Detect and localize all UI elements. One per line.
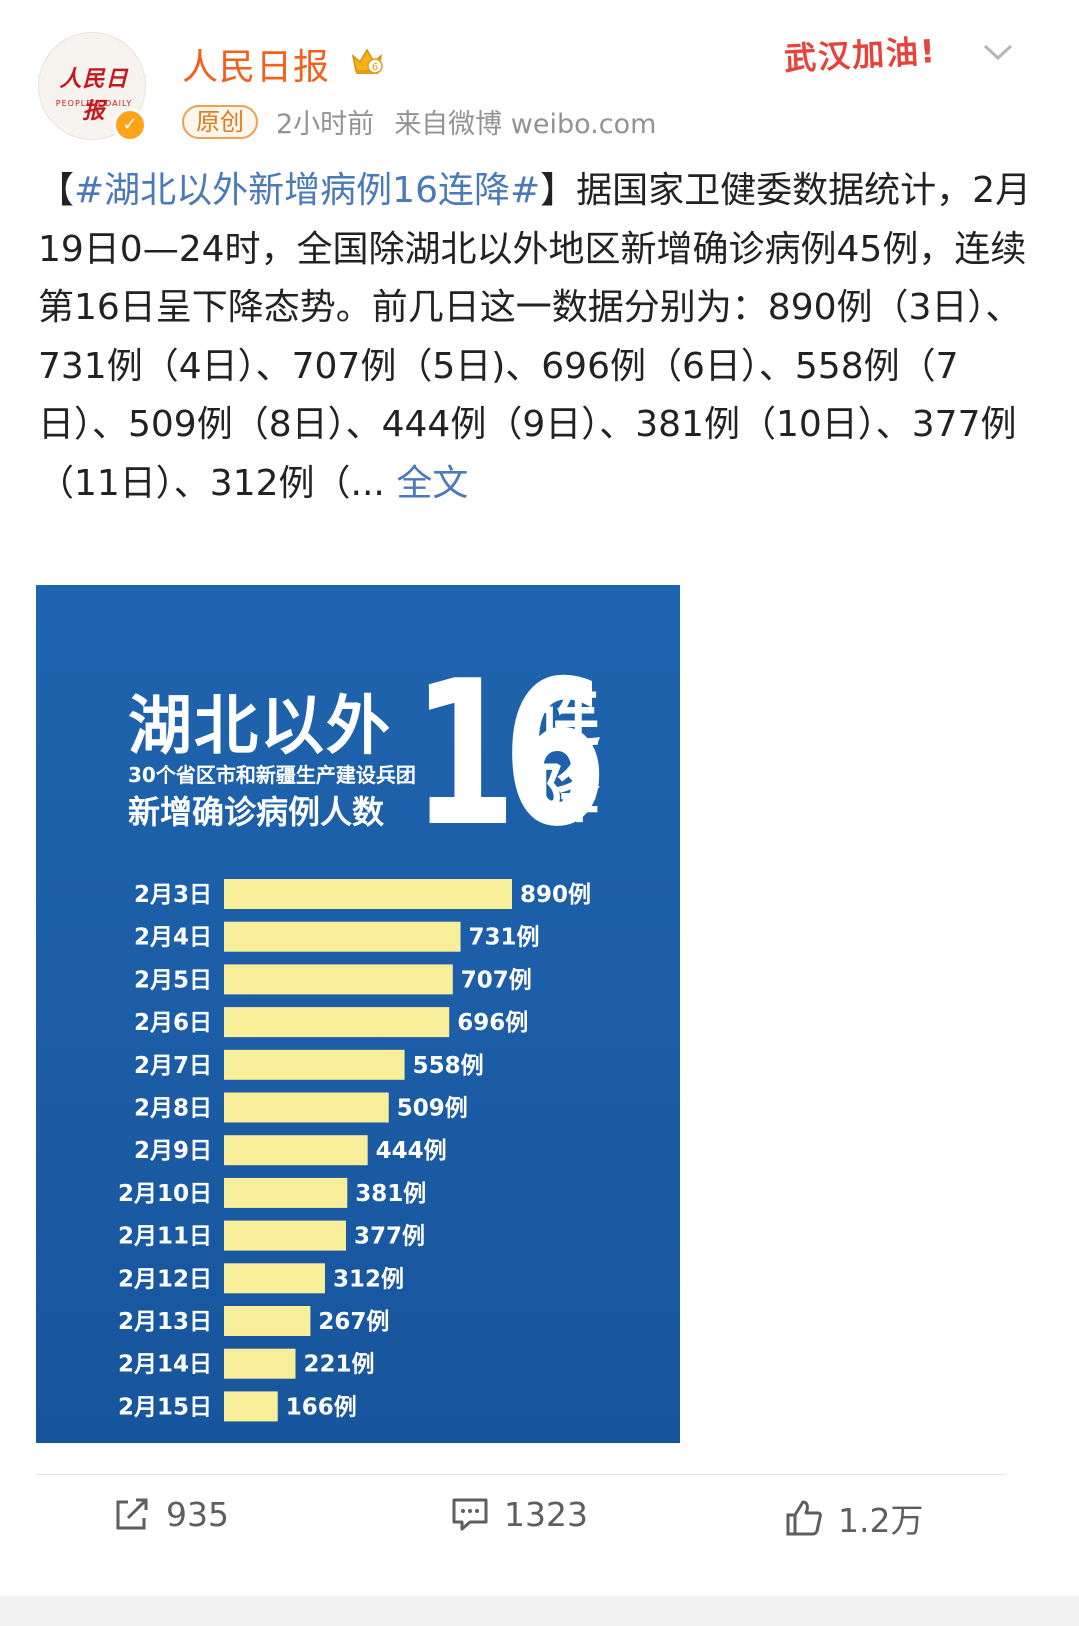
post-header: 人民日报 PEOPLE'S DAILY ✓ 人民日报 6 原创 2小时前 来自微… xyxy=(0,0,1079,150)
like-button[interactable]: 1.2万 xyxy=(784,1494,923,1542)
post-source: 来自微博 weibo.com xyxy=(394,109,657,140)
repost-button[interactable]: 935 xyxy=(112,1494,229,1534)
bar-value-label: 558例 xyxy=(413,1053,484,1079)
bar-category-label: 2月13日 xyxy=(118,1309,212,1335)
bar-category-label: 2月11日 xyxy=(118,1224,212,1250)
bar-value-label: 381例 xyxy=(355,1181,426,1207)
bar-value-label: 444例 xyxy=(376,1138,447,1164)
bar-category-label: 2月7日 xyxy=(134,1053,212,1079)
bar-category-label: 2月12日 xyxy=(118,1266,212,1292)
bar-category-label: 2月5日 xyxy=(134,967,212,993)
comment-icon xyxy=(452,1498,488,1531)
bar xyxy=(224,921,461,952)
thumbs-up-icon xyxy=(786,1500,822,1536)
bar-category-label: 2月3日 xyxy=(134,882,212,908)
poster-big-number: 16 xyxy=(412,638,607,871)
avatar[interactable]: 人民日报 PEOPLE'S DAILY xyxy=(38,32,146,140)
poster-title: 湖北以外 xyxy=(128,690,392,764)
poster-big-label: 连降 xyxy=(536,682,600,832)
post-time: 2小时前 xyxy=(276,109,375,140)
bar xyxy=(224,1220,346,1251)
bar-value-label: 707例 xyxy=(461,967,532,993)
account-name[interactable]: 人民日报 xyxy=(182,47,331,88)
bar-category-label: 2月8日 xyxy=(134,1096,212,1122)
avatar-logo: 人民日报 xyxy=(59,66,129,124)
bar-value-label: 509例 xyxy=(397,1096,468,1122)
comment-count: 1323 xyxy=(504,1494,588,1534)
svg-text:6: 6 xyxy=(372,62,378,73)
bar xyxy=(224,879,512,909)
original-badge: 原创 xyxy=(182,104,258,139)
post-meta: 原创 2小时前 来自微博 weibo.com xyxy=(182,102,656,141)
bar xyxy=(224,1348,296,1379)
bar xyxy=(224,1263,325,1294)
bar xyxy=(224,1135,368,1166)
action-bar: 935 1323 1.2万 xyxy=(0,1480,1079,1560)
comment-button[interactable]: 1323 xyxy=(450,1494,588,1534)
bar xyxy=(224,1306,311,1336)
bar-value-label: 890例 xyxy=(520,882,591,908)
bottom-bar xyxy=(0,1596,1079,1626)
divider xyxy=(36,1474,1006,1475)
bar-category-label: 2月10日 xyxy=(118,1181,212,1207)
bar xyxy=(224,1049,405,1080)
bar xyxy=(224,1007,450,1038)
bar xyxy=(224,1092,389,1123)
bar xyxy=(224,964,453,995)
chevron-down-icon[interactable] xyxy=(980,40,1016,64)
ellipsis: ... xyxy=(350,462,385,504)
bar-value-label: 696例 xyxy=(457,1010,528,1036)
bar-category-label: 2月4日 xyxy=(134,925,212,951)
hashtag-link[interactable]: #湖北以外新增病例16连降# xyxy=(74,170,541,211)
bracket-close: 】 xyxy=(540,170,577,211)
bar-value-label: 221例 xyxy=(304,1352,375,1378)
poster-subtitle-small: 30个省区市和新疆生产建设兵团 xyxy=(128,763,416,787)
bar-value-label: 731例 xyxy=(469,925,540,951)
bar xyxy=(224,1177,348,1208)
bar-chart: 2月3日 890例 2月4日 731例 2月5日 707例 2月6日 696例 2月7日 558例… xyxy=(118,879,591,1422)
full-text-link[interactable]: 全文 xyxy=(396,462,469,504)
bar-value-label: 166例 xyxy=(286,1394,357,1420)
like-count: 1.2万 xyxy=(838,1501,924,1540)
bar-value-label: 377例 xyxy=(354,1224,425,1250)
cheer-badge-text: 武汉加油! xyxy=(783,32,938,78)
bar-category-label: 2月14日 xyxy=(118,1352,212,1378)
verified-icon: ✓ xyxy=(113,108,147,142)
bar-category-label: 2月15日 xyxy=(118,1394,212,1420)
repost-count: 935 xyxy=(166,1494,229,1534)
crown-icon: 6 xyxy=(351,48,383,74)
avatar-logo-en: PEOPLE'S DAILY xyxy=(55,99,133,108)
bar-value-label: 312例 xyxy=(333,1266,404,1292)
poster-subtitle-large: 新增确诊病例人数 xyxy=(128,793,385,831)
bar-category-label: 2月9日 xyxy=(134,1138,212,1164)
post-body: 据国家卫健委数据统计，2月19日0—24时，全国除湖北以外地区新增确诊病例45例… xyxy=(38,170,1032,504)
bar-category-label: 2月6日 xyxy=(134,1010,212,1036)
bar-value-label: 267例 xyxy=(318,1309,389,1335)
bracket-open: 【 xyxy=(38,170,75,211)
bar xyxy=(224,1391,278,1422)
cheer-badge: 武汉加油! xyxy=(770,22,980,82)
post-image[interactable]: 湖北以外 30个省区市和新疆生产建设兵团 新增确诊病例人数 16 连降 2月3日… xyxy=(36,585,680,1443)
repost-icon xyxy=(116,1498,148,1530)
post-text: 【#湖北以外新增病例16连降#】据国家卫健委数据统计，2月19日0—24时，全国… xyxy=(38,162,1038,513)
